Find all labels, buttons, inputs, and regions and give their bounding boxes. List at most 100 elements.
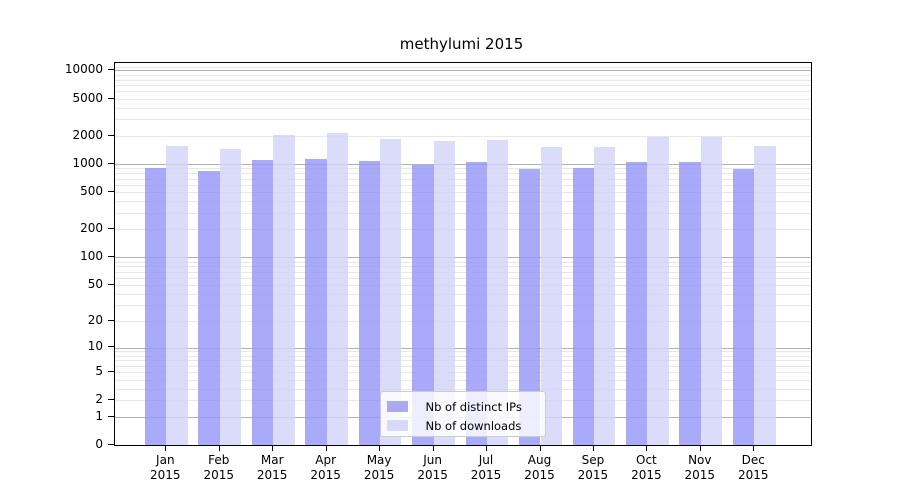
bar-downloads-apr bbox=[326, 133, 349, 445]
bar-downloads-jan bbox=[166, 145, 188, 445]
y-tick-mark bbox=[107, 415, 114, 417]
y-tick-label-50: 50 bbox=[87, 277, 103, 292]
gridline-minor bbox=[114, 98, 811, 100]
gridline-minor bbox=[114, 212, 811, 214]
gridline-minor bbox=[114, 184, 811, 186]
y-tick-mark bbox=[107, 256, 114, 258]
gridline-minor bbox=[114, 84, 811, 86]
y-tick-mark bbox=[107, 97, 114, 99]
legend: Nb of distinct IPs Nb of downloads bbox=[379, 391, 546, 437]
legend-row-distinct-ips: Nb of distinct IPs bbox=[386, 397, 537, 416]
y-tick-label-2: 2 bbox=[95, 392, 103, 407]
gridline-major bbox=[114, 164, 811, 165]
gridline-major bbox=[114, 70, 811, 72]
bar-downloads-jul bbox=[487, 139, 509, 445]
y-tick-label-2000: 2000 bbox=[72, 127, 103, 142]
bar-downloads-feb bbox=[219, 148, 242, 445]
x-tick-mark bbox=[432, 445, 434, 451]
plot-area: Nb of distinct IPs Nb of downloads bbox=[113, 62, 812, 446]
gridline-minor bbox=[114, 107, 811, 109]
x-tick-label-may: May 2015 bbox=[363, 453, 395, 482]
gridline-minor bbox=[114, 285, 811, 287]
y-tick-mark bbox=[107, 228, 114, 230]
bar-downloads-may bbox=[380, 139, 402, 445]
gridline-minor bbox=[114, 178, 811, 180]
x-tick-label-dec: Dec 2015 bbox=[738, 453, 769, 482]
x-tick-mark bbox=[218, 445, 220, 451]
bar-distinct-ips-jun bbox=[412, 164, 434, 445]
x-tick-mark bbox=[165, 445, 167, 451]
bar-distinct-ips-aug bbox=[519, 169, 541, 445]
bar-distinct-ips-oct bbox=[626, 161, 648, 445]
x-tick-label-jul: Jul 2015 bbox=[470, 453, 502, 482]
bar-downloads-oct bbox=[647, 137, 669, 445]
gridline-minor bbox=[114, 360, 811, 362]
y-tick-label-1000: 1000 bbox=[72, 156, 103, 171]
gridline-minor bbox=[114, 192, 811, 194]
y-tick-label-5000: 5000 bbox=[72, 90, 103, 105]
bar-downloads-aug bbox=[540, 147, 562, 445]
gridline-minor bbox=[114, 91, 811, 93]
gridline-minor bbox=[114, 351, 811, 353]
x-tick-mark bbox=[272, 445, 274, 451]
y-tick-label-500: 500 bbox=[80, 184, 103, 199]
legend-swatch-distinct-ips bbox=[386, 401, 408, 412]
x-tick-mark bbox=[379, 445, 381, 451]
x-tick-label-apr: Apr 2015 bbox=[310, 453, 341, 482]
x-tick-mark bbox=[539, 445, 541, 451]
gridline-minor bbox=[114, 271, 811, 273]
gridline-minor bbox=[114, 74, 811, 76]
gridline-minor bbox=[114, 277, 811, 279]
x-tick-label-jun: Jun 2015 bbox=[417, 453, 448, 482]
y-tick-label-100: 100 bbox=[80, 249, 103, 264]
gridline-minor bbox=[114, 388, 811, 390]
x-tick-mark bbox=[646, 445, 648, 451]
gridline-minor bbox=[114, 321, 811, 323]
gridline-minor bbox=[114, 201, 811, 203]
y-tick-label-0: 0 bbox=[95, 437, 103, 451]
bar-downloads-mar bbox=[273, 135, 295, 445]
gridline-minor bbox=[114, 355, 811, 357]
gridline-major bbox=[114, 347, 811, 349]
x-tick-label-feb: Feb 2015 bbox=[203, 453, 235, 482]
bar-downloads-nov bbox=[700, 137, 723, 445]
bar-distinct-ips-sep bbox=[572, 168, 594, 445]
gridline-minor bbox=[114, 173, 811, 175]
gridline-minor bbox=[114, 79, 811, 81]
x-tick-mark bbox=[753, 445, 755, 451]
y-tick-mark bbox=[107, 399, 114, 401]
y-tick-mark bbox=[107, 134, 114, 136]
y-tick-mark bbox=[107, 320, 114, 322]
y-tick-mark bbox=[107, 69, 114, 71]
y-tick-mark bbox=[107, 371, 114, 373]
x-tick-mark bbox=[325, 445, 327, 451]
x-tick-label-sep: Sep 2015 bbox=[577, 453, 609, 482]
legend-label-distinct-ips: Nb of distinct IPs bbox=[425, 399, 522, 414]
bar-distinct-ips-feb bbox=[198, 170, 220, 445]
gridline-minor bbox=[114, 294, 811, 295]
bar-downloads-jun bbox=[433, 140, 455, 445]
y-tick-mark bbox=[107, 163, 114, 165]
bar-distinct-ips-may bbox=[358, 160, 381, 445]
x-tick-label-mar: Mar 2015 bbox=[256, 453, 288, 482]
y-tick-label-10000: 10000 bbox=[64, 62, 103, 77]
y-tick-mark bbox=[107, 284, 114, 286]
gridline-minor bbox=[114, 119, 811, 121]
bar-distinct-ips-jan bbox=[144, 168, 167, 445]
x-tick-mark bbox=[486, 445, 487, 451]
y-tick-mark bbox=[107, 346, 114, 348]
bar-distinct-ips-dec bbox=[732, 168, 755, 445]
gridline-minor bbox=[114, 305, 811, 307]
gridline-minor bbox=[114, 168, 811, 170]
legend-swatch-downloads bbox=[386, 420, 408, 431]
y-tick-label-200: 200 bbox=[80, 221, 103, 236]
x-tick-mark bbox=[699, 445, 701, 451]
x-tick-label-nov: Nov 2015 bbox=[684, 453, 716, 482]
bar-downloads-sep bbox=[593, 147, 616, 445]
gridline-minor bbox=[114, 379, 811, 381]
y-tick-label-20: 20 bbox=[87, 313, 103, 328]
y-tick-label-1: 1 bbox=[95, 408, 103, 423]
gridline-minor bbox=[114, 372, 811, 374]
bar-distinct-ips-mar bbox=[251, 160, 274, 445]
